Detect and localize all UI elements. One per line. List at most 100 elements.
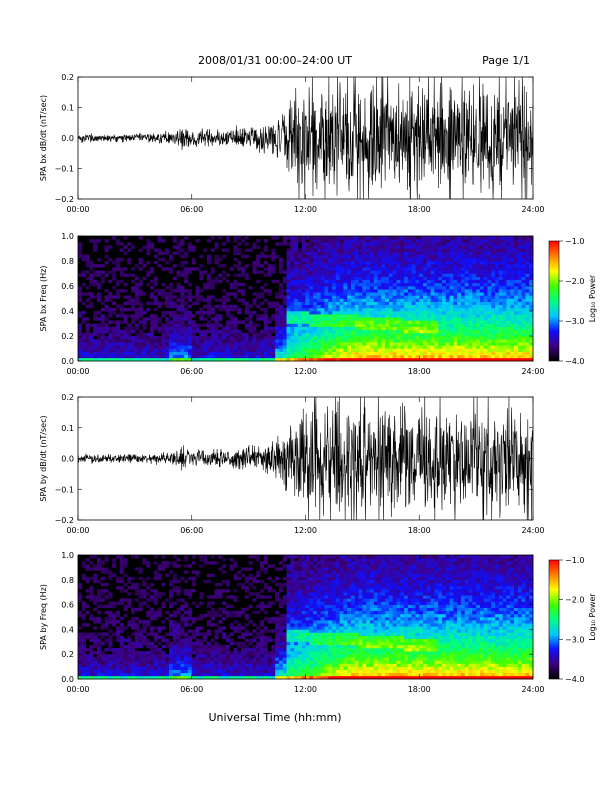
spectrogram-cell: [108, 663, 113, 667]
spectrogram-cell: [434, 295, 439, 299]
spectrogram-cell: [119, 586, 124, 590]
spectrogram-cell: [161, 555, 166, 559]
spectrogram-cell: [407, 357, 412, 362]
spectrogram-cell: [214, 357, 219, 362]
spectrogram-cell: [400, 245, 405, 249]
spectrogram-cell: [184, 644, 189, 649]
spectrogram-cell: [343, 329, 348, 334]
spectrogram-cell: [411, 276, 416, 281]
spectrogram-cell: [366, 301, 371, 306]
spectrogram-cell: [468, 264, 473, 268]
spectrogram-cell: [89, 657, 94, 661]
spectrogram-cell: [438, 307, 443, 312]
spectrogram-cell: [339, 245, 344, 249]
spectrogram-cell: [468, 348, 473, 352]
spectrogram-cell: [89, 617, 94, 621]
spectrogram-cell: [347, 295, 352, 299]
spectrogram-cell: [419, 245, 424, 249]
spectrogram-cell: [142, 672, 147, 677]
spectrogram-cell: [210, 638, 215, 643]
spectrogram-cell: [172, 632, 177, 636]
spectrogram-cell: [510, 254, 515, 259]
spectrogram-cell: [407, 279, 412, 284]
spectrogram-cell: [127, 342, 132, 346]
spectrogram-cell: [138, 351, 143, 356]
spectrogram-cell: [487, 257, 492, 262]
spectrogram-cell: [214, 644, 219, 649]
spectrogram-cell: [146, 332, 151, 337]
spectrogram-cell: [347, 314, 352, 318]
spectrogram-cell: [184, 651, 189, 655]
spectrogram-cell: [510, 320, 515, 324]
spectrogram-cell: [244, 236, 249, 240]
spectrogram-cell: [525, 261, 530, 265]
spectrogram-cell: [214, 257, 219, 262]
spectrogram-cell: [184, 348, 189, 352]
spectrogram-cell: [438, 264, 443, 268]
spectrogram-cell: [498, 342, 503, 346]
spectrogram-cell: [426, 326, 431, 331]
spectrogram-cell: [335, 286, 340, 290]
spectrogram-cell: [184, 279, 189, 284]
spectrogram-cell: [400, 295, 405, 299]
spectrogram-cell: [449, 345, 454, 349]
spectrogram-cell: [195, 357, 200, 362]
spectrogram-cell: [104, 354, 109, 359]
spectrogram-cell: [157, 251, 162, 256]
spectrogram-cell: [93, 651, 98, 655]
spectrogram-cell: [93, 357, 98, 362]
spectrogram-cell: [529, 311, 534, 315]
spectrogram-cell: [495, 289, 500, 293]
spectrogram-cell: [218, 332, 223, 337]
spectrogram-cell: [218, 273, 223, 277]
spectrogram-cell: [506, 339, 511, 343]
spectrogram-cell: [495, 236, 500, 240]
spectrogram-cell: [123, 607, 128, 612]
spectrogram-cell: [324, 276, 329, 281]
spectrogram-cell: [115, 339, 121, 343]
spectrogram-cell: [392, 248, 397, 252]
spectrogram-cell: [85, 579, 90, 584]
spectrogram-cell: [184, 589, 189, 593]
spectrogram-cell: [142, 663, 147, 667]
spectrogram-cell: [161, 672, 166, 677]
spectrogram-cell: [335, 282, 340, 287]
spectrogram-cell: [472, 320, 477, 324]
spectrogram-cell: [210, 317, 215, 321]
spectrogram-cell: [123, 236, 128, 240]
spectrogram-cell: [464, 236, 469, 240]
spectrogram-cell: [180, 654, 185, 658]
spectrogram-cell: [108, 348, 113, 352]
spectrogram-cell: [449, 254, 454, 259]
spectrogram-cell: [142, 561, 147, 565]
spectrogram-cell: [453, 279, 458, 284]
spectrogram-cell: [453, 264, 458, 268]
spectrogram-cell: [176, 669, 181, 674]
spectrogram-cell: [385, 323, 390, 327]
spectrogram-cell: [332, 311, 337, 315]
spectrogram-cell: [328, 279, 333, 284]
spectrogram-cell: [438, 267, 443, 271]
spectrogram-cell: [100, 598, 105, 602]
spectrogram-cell: [229, 626, 234, 630]
spectrogram-cell: [445, 317, 450, 321]
spectrogram-cell: [396, 236, 401, 240]
spectrogram-cell: [525, 301, 530, 306]
spectrogram-cell: [199, 307, 204, 312]
spectrogram-cell: [434, 317, 439, 321]
spectrogram-cell: [495, 282, 500, 287]
spectrogram-cell: [218, 666, 223, 670]
spectrogram-cell: [233, 295, 238, 299]
spectrogram-cell: [472, 304, 477, 309]
spectrogram-cell: [483, 298, 488, 302]
spectrogram-cell: [328, 282, 333, 287]
spectrogram-cell: [358, 342, 363, 346]
spectrogram-cell: [479, 289, 485, 293]
spectrogram-cell: [161, 626, 166, 630]
spectrogram-cell: [206, 339, 212, 343]
spectrogram-cell: [472, 311, 477, 315]
spectrogram-cell: [339, 354, 344, 359]
spectrogram-cell: [297, 320, 303, 324]
spectrogram-cell: [297, 298, 303, 302]
spectrogram-cell: [169, 592, 174, 596]
